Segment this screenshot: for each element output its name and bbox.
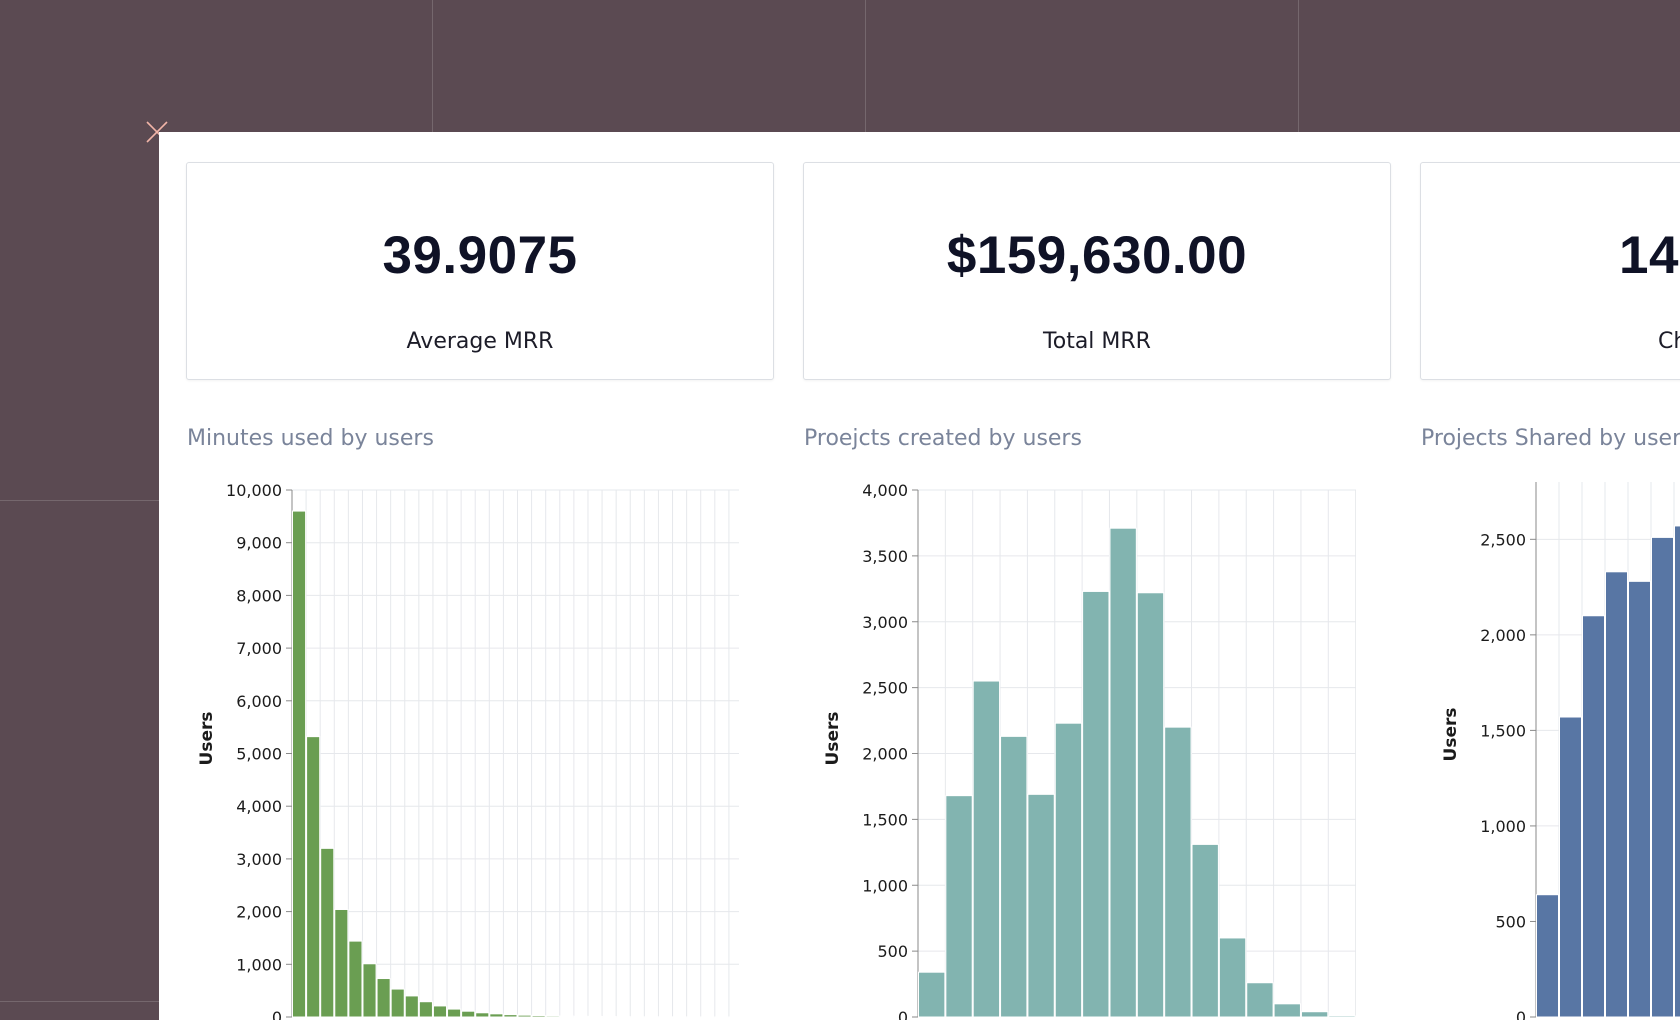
y-tick-label: 2,500 bbox=[862, 679, 908, 698]
histogram-bar[interactable] bbox=[1218, 937, 1247, 1018]
histogram-bar[interactable] bbox=[1054, 722, 1083, 1018]
y-tick-label: 2,000 bbox=[1480, 626, 1526, 645]
histogram-bar[interactable] bbox=[1109, 527, 1137, 1018]
histogram-bar[interactable] bbox=[320, 847, 335, 1018]
y-tick-label: 1,500 bbox=[1480, 721, 1526, 740]
histogram-bar[interactable] bbox=[1027, 793, 1055, 1018]
histogram-bar[interactable] bbox=[475, 1012, 490, 1018]
y-tick-label: 10,000 bbox=[226, 481, 282, 500]
histogram-bar[interactable] bbox=[1246, 982, 1274, 1018]
kpi-label: Average MRR bbox=[406, 329, 554, 354]
histogram-bar[interactable] bbox=[1559, 716, 1582, 1018]
histogram-bar[interactable] bbox=[1082, 590, 1110, 1018]
y-tick-label: 3,500 bbox=[862, 547, 908, 566]
histogram-bar[interactable] bbox=[362, 963, 377, 1018]
y-tick-label: 500 bbox=[1495, 912, 1526, 931]
y-tick-label: 9,000 bbox=[236, 534, 282, 553]
histogram-bar[interactable] bbox=[1605, 571, 1628, 1018]
histogram-bar[interactable] bbox=[418, 1001, 433, 1018]
histogram-bar[interactable] bbox=[573, 1015, 588, 1018]
y-tick-label: 4,000 bbox=[862, 481, 908, 500]
y-tick-label: 8,000 bbox=[236, 586, 282, 605]
histogram-projects-created: 0 500 1,000 1,500 2,000 2,500 3,000 3,500 4,000 U… bbox=[823, 481, 1356, 1020]
histogram-bar[interactable] bbox=[1000, 735, 1028, 1018]
histogram-bar[interactable] bbox=[1582, 615, 1605, 1018]
y-tick-label: 1,500 bbox=[862, 810, 908, 829]
y-tick-label: 3,000 bbox=[862, 613, 908, 632]
y-tick-label: 2,000 bbox=[862, 745, 908, 764]
kpi-value: 39.9075 bbox=[382, 226, 578, 285]
kpi-card-total-mrr: $159,630.00 Total MRR bbox=[803, 162, 1391, 380]
chart-title-projects-created: Proejcts created by users bbox=[804, 426, 1082, 451]
y-axis-title: Users bbox=[1441, 708, 1461, 762]
histogram-bar[interactable] bbox=[1651, 536, 1674, 1018]
chart-title-projects-shared: Projects Shared by user bbox=[1421, 426, 1680, 451]
grid-line bbox=[865, 0, 866, 132]
histogram-bar[interactable] bbox=[404, 995, 419, 1018]
histogram-minutes: 0 1,000 2,000 3,000 4,000 5,000 6,000 7,000 8,00… bbox=[197, 481, 739, 1020]
y-tick-label: 7,000 bbox=[236, 639, 282, 658]
y-tick-label: 2,000 bbox=[236, 903, 282, 922]
histogram-bar[interactable] bbox=[306, 736, 321, 1018]
grid-line bbox=[0, 500, 160, 501]
kpi-card-average-mrr: 39.9075 Average MRR bbox=[186, 162, 774, 380]
kpi-value: 14 bbox=[1619, 226, 1679, 285]
histogram-projects-shared: 0 500 1,000 1,500 2,000 2,500 Users bbox=[1441, 482, 1680, 1020]
grid-line bbox=[0, 1001, 160, 1002]
histogram-bar[interactable] bbox=[559, 1015, 574, 1018]
grid-line bbox=[1298, 0, 1299, 132]
histogram-bar[interactable] bbox=[390, 988, 405, 1018]
y-axis-title: Users bbox=[823, 712, 843, 766]
y-tick-label: 6,000 bbox=[236, 692, 282, 711]
dashboard-panel: 39.9075 Average MRR $159,630.00 Total MR… bbox=[159, 132, 1680, 1020]
histogram-bar[interactable] bbox=[1328, 1015, 1356, 1018]
y-tick-label: 1,000 bbox=[862, 876, 908, 895]
y-tick-label: 0 bbox=[272, 1008, 282, 1020]
y-axis-title: Users bbox=[197, 712, 217, 766]
y-tick-label: 0 bbox=[1516, 1008, 1526, 1020]
y-tick-label: 4,000 bbox=[236, 797, 282, 816]
y-tick-label: 1,000 bbox=[236, 955, 282, 974]
kpi-label: Ch bbox=[1658, 329, 1680, 354]
histogram-bar[interactable] bbox=[461, 1010, 476, 1018]
histogram-bar[interactable] bbox=[447, 1008, 462, 1018]
histogram-bar[interactable] bbox=[432, 1005, 448, 1018]
y-tick-label: 2,500 bbox=[1480, 530, 1526, 549]
chart-title-minutes: Minutes used by users bbox=[187, 426, 434, 451]
histogram-bar[interactable] bbox=[545, 1015, 560, 1018]
histogram-bar[interactable] bbox=[1273, 1003, 1301, 1018]
histogram-bar[interactable] bbox=[945, 795, 973, 1018]
histogram-bar[interactable] bbox=[348, 940, 363, 1018]
histogram-bar[interactable] bbox=[602, 1015, 617, 1018]
y-tick-label: 0 bbox=[898, 1008, 908, 1020]
histogram-bar[interactable] bbox=[1674, 525, 1680, 1018]
histogram-bar[interactable] bbox=[1136, 592, 1165, 1018]
histogram-bar[interactable] bbox=[1300, 1011, 1329, 1018]
y-tick-label: 1,000 bbox=[1480, 817, 1526, 836]
y-tick-label: 5,000 bbox=[236, 745, 282, 764]
histogram-bar[interactable] bbox=[1536, 894, 1559, 1018]
histogram-bar[interactable] bbox=[517, 1014, 532, 1018]
histogram-bar[interactable] bbox=[292, 510, 307, 1018]
histogram-bar[interactable] bbox=[489, 1013, 504, 1018]
kpi-value: $159,630.00 bbox=[946, 226, 1248, 285]
histogram-bar[interactable] bbox=[587, 1015, 603, 1018]
histogram-bar[interactable] bbox=[1164, 726, 1192, 1018]
histogram-bar[interactable] bbox=[334, 908, 349, 1018]
histogram-bar[interactable] bbox=[1191, 843, 1219, 1018]
histogram-bar[interactable] bbox=[531, 1015, 546, 1018]
histogram-bar[interactable] bbox=[503, 1014, 518, 1018]
histogram-bar[interactable] bbox=[376, 978, 391, 1018]
kpi-label: Total MRR bbox=[1043, 329, 1151, 354]
histogram-bar[interactable] bbox=[972, 680, 1001, 1018]
kpi-card-third: 14 Ch bbox=[1420, 162, 1680, 380]
histogram-bar[interactable] bbox=[918, 971, 946, 1018]
grid-line bbox=[432, 0, 433, 132]
y-tick-label: 3,000 bbox=[236, 850, 282, 869]
histogram-bar[interactable] bbox=[1628, 580, 1651, 1018]
y-tick-label: 500 bbox=[877, 942, 908, 961]
